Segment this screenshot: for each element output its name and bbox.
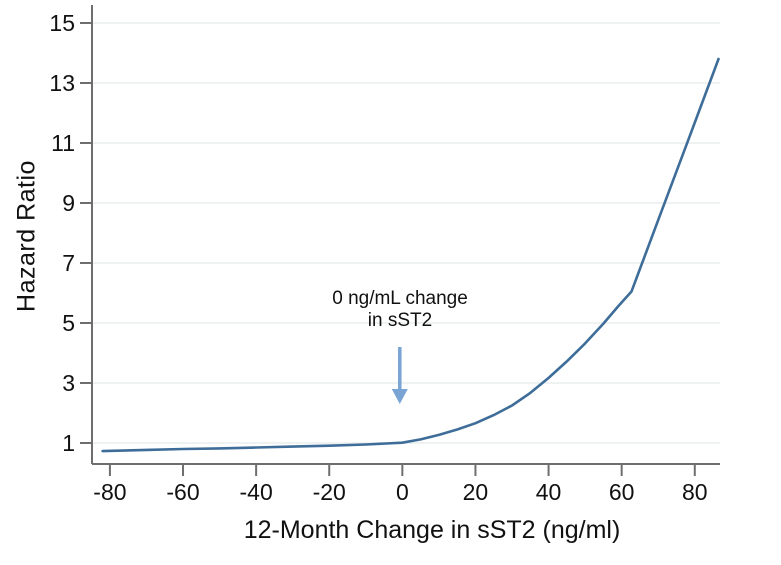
- annotation-line-1: 0 ng/mL change: [332, 288, 468, 309]
- y-tick-label-7: 7: [62, 250, 75, 276]
- y-tick-label-9: 9: [62, 190, 75, 216]
- annotation-arrow-head: [391, 389, 408, 404]
- y-tick-label-13: 13: [49, 70, 75, 96]
- x-tick-label-40: 40: [536, 479, 562, 505]
- x-tick-label-60: 60: [609, 479, 635, 505]
- y-tick-label-15: 15: [49, 10, 75, 36]
- x-axis-title: 12-Month Change in sST2 (ng/ml): [243, 516, 621, 544]
- hazard-ratio-curve: [101, 57, 720, 453]
- y-tick-label-11: 11: [51, 130, 75, 156]
- x-tick-label-20: 20: [463, 479, 489, 505]
- x-tick-label-80: 80: [682, 479, 708, 505]
- y-tick-label-1: 1: [62, 430, 75, 456]
- x-tick-label--20: -20: [313, 479, 346, 505]
- x-tick-label--80: -80: [93, 479, 126, 505]
- y-tick-label-5: 5: [62, 310, 75, 336]
- x-tick-label--60: -60: [166, 479, 199, 505]
- annotation-text: 0 ng/mL change in sST2: [332, 288, 468, 332]
- annotation-line-2: in sST2: [367, 310, 433, 331]
- x-tick-label-0: 0: [396, 479, 409, 505]
- y-axis-title: Hazard Ratio: [12, 160, 41, 312]
- x-tick-label--40: -40: [240, 479, 273, 505]
- y-tick-label-3: 3: [62, 370, 75, 396]
